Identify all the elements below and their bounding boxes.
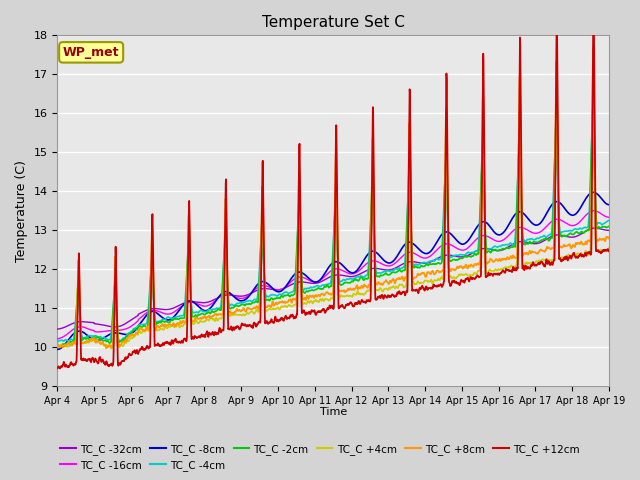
Legend: TC_C -32cm, TC_C -16cm, TC_C -8cm, TC_C -4cm, TC_C -2cm, TC_C +4cm, TC_C +8cm, T: TC_C -32cm, TC_C -16cm, TC_C -8cm, TC_C …: [56, 439, 584, 475]
X-axis label: Time: Time: [319, 407, 347, 417]
Text: WP_met: WP_met: [63, 46, 120, 59]
Title: Temperature Set C: Temperature Set C: [262, 15, 404, 30]
Y-axis label: Temperature (C): Temperature (C): [15, 160, 28, 262]
